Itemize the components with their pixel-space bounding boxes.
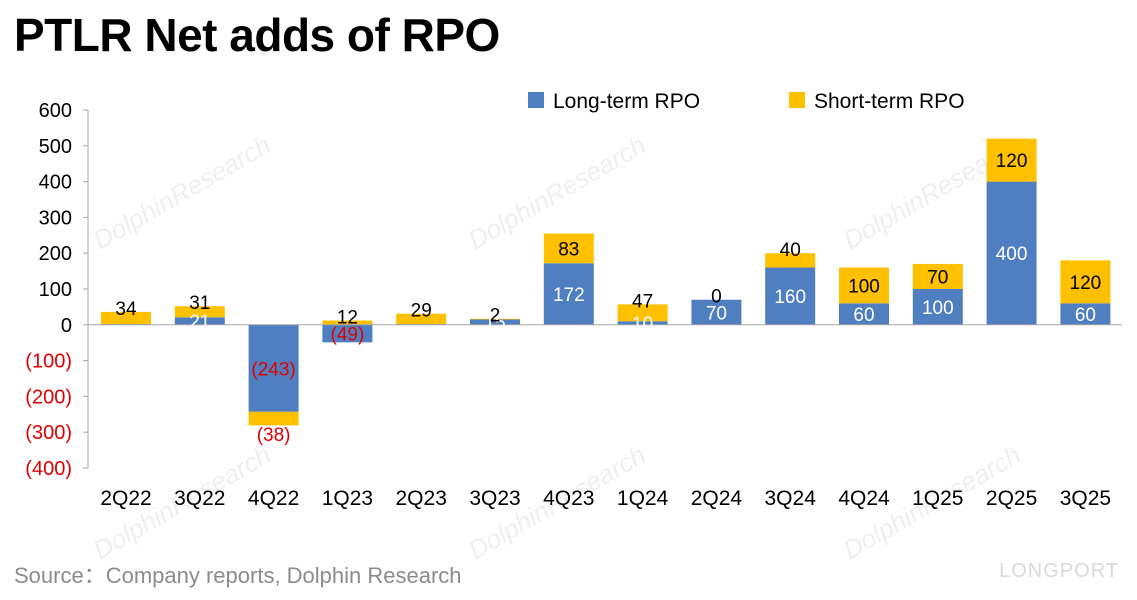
bar-short-term xyxy=(912,263,963,289)
x-tick-label: 2Q25 xyxy=(986,487,1037,510)
data-label-long-term: 70 xyxy=(706,303,727,324)
data-label-long-term: 160 xyxy=(774,287,806,308)
x-tick-label: 4Q23 xyxy=(543,487,594,510)
x-tick-label: 1Q24 xyxy=(617,487,669,510)
y-tick-label: 400 xyxy=(39,172,72,194)
x-tick-label: 3Q24 xyxy=(765,487,817,510)
y-tick-label: 300 xyxy=(39,207,72,229)
legend-label-long-term: Long-term RPO xyxy=(553,90,700,113)
bar-short-term xyxy=(986,138,1037,182)
brand-logo: LONGPORT xyxy=(999,560,1119,582)
y-tick-label: (300) xyxy=(25,422,72,444)
bar-short-term xyxy=(396,313,447,325)
data-label-short-term: (38) xyxy=(257,425,291,446)
data-label-short-term: 2 xyxy=(490,306,501,327)
data-label-short-term: 83 xyxy=(558,239,579,260)
data-label-long-term: 21 xyxy=(189,312,210,333)
data-label-long-term: 100 xyxy=(922,298,954,319)
bar-long-term xyxy=(543,263,594,325)
x-tick-label: 3Q25 xyxy=(1060,487,1111,510)
data-label-short-term: 29 xyxy=(411,301,432,322)
bar-short-term xyxy=(1060,260,1111,304)
y-tick-label: (100) xyxy=(25,351,72,373)
y-tick-label: (200) xyxy=(25,386,72,408)
bar-short-term xyxy=(617,304,668,322)
bars-layer xyxy=(101,138,1111,426)
legend-swatch-long-term xyxy=(528,92,544,108)
data-label-short-term: 12 xyxy=(337,308,358,329)
bar-long-term xyxy=(248,324,299,412)
y-tick-label: 600 xyxy=(39,100,72,122)
data-label-long-term: 60 xyxy=(853,305,874,326)
bar-long-term xyxy=(1060,303,1111,325)
bar-short-term xyxy=(174,306,225,318)
data-label-long-term: 60 xyxy=(1075,305,1096,326)
data-label-short-term: 47 xyxy=(632,291,653,312)
data-label-short-term: 120 xyxy=(996,151,1028,172)
axes-layer: 2Q22 3Q22 4Q22 1Q23 2Q23 3Q23 4Q23 1Q24 2Q24 3Q24… xyxy=(25,100,1122,510)
data-label-short-term: 70 xyxy=(927,267,948,288)
bar-long-term xyxy=(912,289,963,325)
y-tick-label: 100 xyxy=(39,279,72,301)
x-tick-label: 2Q22 xyxy=(100,487,151,510)
bar-long-term xyxy=(691,299,742,325)
bar-short-term xyxy=(543,233,594,264)
data-label-short-term: 40 xyxy=(780,240,801,261)
x-tick-label: 1Q23 xyxy=(322,487,373,510)
chart-title: PTLR Net adds of RPO xyxy=(14,9,500,61)
y-tick-label: 500 xyxy=(39,136,72,158)
y-tick-label: 0 xyxy=(61,315,72,337)
bar-long-term xyxy=(839,303,889,325)
bar-long-term xyxy=(986,181,1037,325)
bar-long-term xyxy=(617,321,668,325)
bar-short-term xyxy=(248,411,299,426)
bar-short-term xyxy=(322,320,373,325)
data-label-long-term: 15 xyxy=(484,313,505,334)
x-tick-label: 1Q25 xyxy=(912,487,963,510)
y-tick-label: (400) xyxy=(25,458,72,480)
data-label-short-term: 31 xyxy=(189,293,210,314)
x-tick-label: 2Q24 xyxy=(691,487,743,510)
source-note: Source：Company reports, Dolphin Research xyxy=(14,563,462,588)
data-label-short-term: 120 xyxy=(1070,273,1102,294)
data-label-long-term: 400 xyxy=(996,244,1028,265)
data-label-long-term: 10 xyxy=(632,314,653,335)
data-label-long-term: (49) xyxy=(331,325,365,346)
data-label-long-term: (243) xyxy=(251,359,295,380)
x-tick-label: 3Q23 xyxy=(469,487,520,510)
x-tick-label: 3Q22 xyxy=(174,487,225,510)
bar-long-term xyxy=(470,319,520,325)
x-tick-label: 4Q24 xyxy=(838,487,890,510)
bar-short-term xyxy=(101,311,151,325)
bar-long-term xyxy=(322,324,373,343)
legend-swatch-short-term xyxy=(789,92,805,108)
bar-long-term xyxy=(174,317,225,325)
bar-short-term xyxy=(765,253,816,268)
data-label-short-term: 34 xyxy=(115,299,137,320)
data-label-short-term: 0 xyxy=(711,287,722,308)
data-label-short-term: 100 xyxy=(848,276,880,297)
y-tick-label: 200 xyxy=(39,243,72,265)
bar-short-term xyxy=(470,318,520,320)
data-label-long-term: 172 xyxy=(553,285,585,306)
x-tick-label: 2Q23 xyxy=(396,487,447,510)
legend-label-short-term: Short-term RPO xyxy=(814,90,965,113)
bar-long-term xyxy=(765,267,816,325)
watermark-text: DolphinResearch xyxy=(88,129,276,255)
legend: Long-term RPO Short-term RPO xyxy=(528,90,965,113)
x-tick-label: 4Q22 xyxy=(248,487,299,510)
bar-short-term xyxy=(839,267,889,304)
